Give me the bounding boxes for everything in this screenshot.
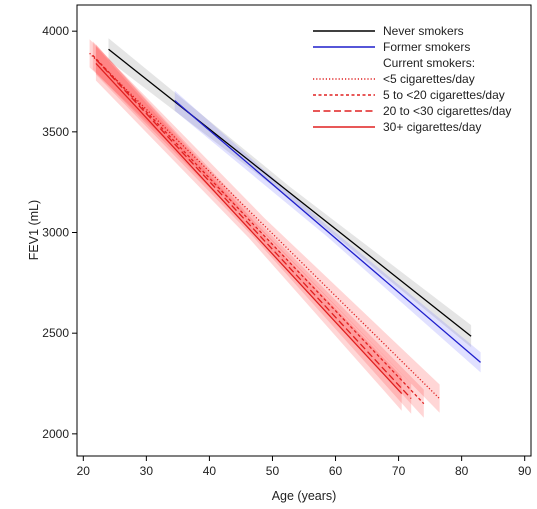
- x-tick-label: 80: [455, 464, 469, 478]
- legend-label-2: <5 cigarettes/day: [383, 72, 475, 86]
- series-line-3: [93, 55, 424, 403]
- x-tick-label: 70: [392, 464, 406, 478]
- y-axis: 2000 2500 3000 3500 4000: [42, 24, 77, 441]
- y-axis-title: FEV1 (mL): [27, 200, 41, 260]
- x-tick-label: 20: [77, 464, 91, 478]
- legend-label-4: 20 to <30 cigarettes/day: [383, 104, 511, 118]
- x-tick-label: 30: [140, 464, 154, 478]
- x-tick-label: 50: [266, 464, 280, 478]
- series-line-5: [96, 63, 402, 393]
- x-axis: 20 30 40 50 60 70 80 90: [77, 456, 532, 478]
- x-tick-label: 60: [329, 464, 343, 478]
- series-line-4: [96, 59, 411, 398]
- y-tick-label: 3500: [42, 125, 69, 139]
- legend-subheading: Current smokers:: [383, 56, 475, 70]
- legend-label-5: 30+ cigarettes/day: [383, 120, 481, 134]
- y-tick-label: 2000: [42, 427, 69, 441]
- legend-label-0: Never smokers: [383, 24, 464, 38]
- legend-label-1: Former smokers: [383, 40, 470, 54]
- legend-label-3: 5 to <20 cigarettes/day: [383, 88, 505, 102]
- y-tick-label: 2500: [42, 326, 69, 340]
- y-tick-label: 3000: [42, 226, 69, 240]
- x-tick-label: 40: [203, 464, 217, 478]
- y-tick-label: 4000: [42, 24, 69, 38]
- legend: Never smokers Former smokers Current smoke…: [313, 24, 511, 134]
- x-axis-title: Age (years): [272, 489, 337, 503]
- x-tick-label: 90: [518, 464, 532, 478]
